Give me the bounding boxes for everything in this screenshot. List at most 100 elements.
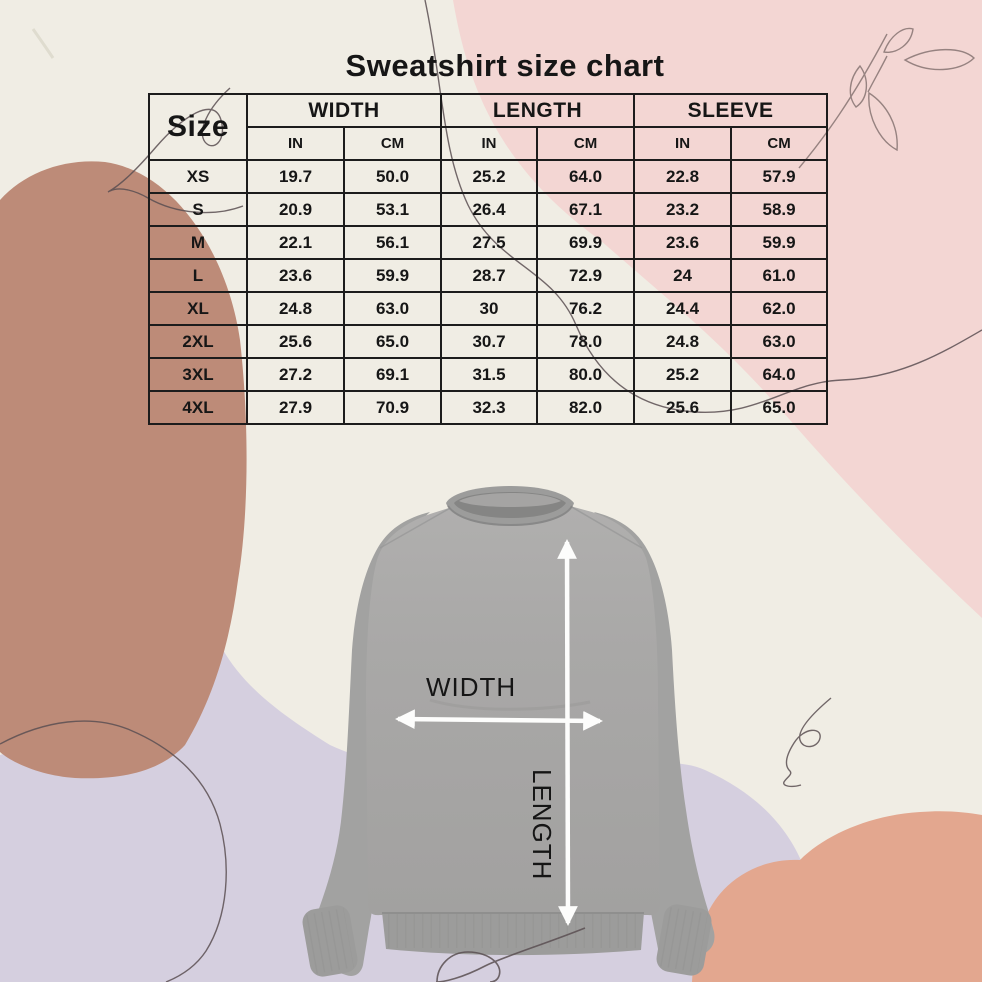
leaf (868, 91, 898, 152)
table-row: L 23.6 59.9 28.7 72.9 24 61.0 (148, 258, 829, 293)
value-cell: 23.6 (246, 258, 345, 293)
value-cell: 27.5 (440, 225, 539, 260)
width-arrow (395, 709, 603, 731)
body-panel (366, 506, 660, 916)
unit-header-row: IN CM IN CM IN CM (149, 126, 829, 161)
value-cell: 64.0 (536, 159, 636, 194)
value-cell: 80.0 (536, 357, 636, 392)
paper-mark (31, 28, 55, 59)
value-cell: 70.9 (342, 390, 443, 425)
value-cell: 67.1 (536, 192, 636, 227)
value-cell: 61.0 (730, 258, 829, 293)
value-cell: 26.4 (440, 192, 539, 227)
size-cell: 3XL (148, 357, 248, 392)
shoulder-seam (379, 505, 643, 549)
bottom-left-arc-doodle (0, 720, 227, 982)
salmon-blob (692, 811, 982, 982)
value-cell: 23.2 (633, 192, 733, 227)
value-cell: 63.0 (342, 291, 443, 326)
value-cell: 64.0 (730, 357, 829, 392)
value-cell: 69.1 (342, 357, 443, 392)
table-row: 2XL 25.6 65.0 30.7 78.0 24.8 63.0 (148, 324, 829, 359)
sweatshirt-illustration (302, 486, 715, 982)
value-cell: 78.0 (536, 324, 636, 359)
right-sleeve (594, 512, 715, 965)
value-cell: 53.1 (342, 192, 443, 227)
unit-header: CM (730, 126, 829, 161)
size-cell: XL (148, 291, 248, 326)
value-cell: 30 (440, 291, 539, 326)
table-row: XL 24.8 63.0 30 76.2 24.4 62.0 (148, 291, 829, 326)
value-cell: 72.9 (536, 258, 636, 293)
value-cell: 63.0 (730, 324, 829, 359)
value-cell: 25.6 (246, 324, 345, 359)
value-cell: 30.7 (440, 324, 539, 359)
value-cell: 22.8 (633, 159, 733, 194)
sleeve-group-header: SLEEVE (633, 93, 829, 128)
branch-twig (867, 55, 888, 93)
table-row: 4XL 27.9 70.9 32.3 82.0 25.6 65.0 (148, 390, 829, 425)
length-group-header: LENGTH (440, 93, 636, 128)
value-cell: 50.0 (342, 159, 443, 194)
value-cell: 69.9 (536, 225, 636, 260)
value-cell: 20.9 (246, 192, 345, 227)
unit-header: CM (342, 126, 443, 161)
page-title: Sweatshirt size chart (345, 48, 665, 83)
waistband (382, 912, 644, 956)
value-cell: 59.9 (342, 258, 443, 293)
size-cell: L (148, 258, 248, 293)
table-row: S 20.9 53.1 26.4 67.1 23.2 58.9 (148, 192, 829, 227)
size-cell: S (148, 192, 248, 227)
value-cell: 59.9 (730, 225, 829, 260)
size-cell: XS (148, 159, 248, 194)
value-cell: 25.2 (633, 357, 733, 392)
value-cell: 28.7 (440, 258, 539, 293)
value-cell: 27.2 (246, 357, 345, 392)
value-cell: 82.0 (536, 390, 636, 425)
value-cell: 58.9 (730, 192, 829, 227)
left-cuff (302, 905, 358, 977)
hem-loop-doodle (435, 927, 586, 982)
value-cell: 23.6 (633, 225, 733, 260)
squiggle-doodle (783, 697, 832, 788)
table-row: XS 19.7 50.0 25.2 64.0 22.8 57.9 (148, 159, 829, 194)
unit-header: IN (246, 126, 345, 161)
value-cell: 25.2 (440, 159, 539, 194)
size-chart-table: Size WIDTH LENGTH SLEEVE IN CM IN CM IN … (148, 93, 829, 425)
value-cell: 56.1 (342, 225, 443, 260)
value-cell: 24.8 (633, 324, 733, 359)
value-cell: 22.1 (246, 225, 345, 260)
value-cell: 62.0 (730, 291, 829, 326)
value-cell: 65.0 (342, 324, 443, 359)
leaf (883, 27, 914, 53)
table-row: 3XL 27.2 69.1 31.5 80.0 25.2 64.0 (148, 357, 829, 392)
table-row: M 22.1 56.1 27.5 69.9 23.6 59.9 (148, 225, 829, 260)
size-cell: 2XL (148, 324, 248, 359)
size-cell: M (148, 225, 248, 260)
unit-header: IN (440, 126, 539, 161)
lavender-blob (0, 648, 821, 982)
length-measure-label: LENGTH (527, 769, 557, 881)
value-cell: 32.3 (440, 390, 539, 425)
unit-header: CM (536, 126, 636, 161)
collar (446, 486, 574, 527)
value-cell: 24.4 (633, 291, 733, 326)
value-cell: 19.7 (246, 159, 345, 194)
value-cell: 24 (633, 258, 733, 293)
value-cell: 25.6 (633, 390, 733, 425)
measurement-arrows (395, 539, 603, 926)
value-cell: 24.8 (246, 291, 345, 326)
right-cuff (656, 904, 712, 976)
left-sleeve (307, 512, 430, 976)
value-cell: 31.5 (440, 357, 539, 392)
group-header-row: Size WIDTH LENGTH SLEEVE (148, 93, 829, 161)
value-cell: 76.2 (536, 291, 636, 326)
length-arrow (557, 539, 578, 926)
width-group-header: WIDTH (245, 93, 443, 128)
width-measure-label: WIDTH (426, 672, 517, 702)
size-column-header: Size (148, 93, 248, 161)
unit-header: IN (633, 126, 733, 161)
value-cell: 27.9 (246, 390, 345, 425)
value-cell: 65.0 (730, 390, 829, 425)
